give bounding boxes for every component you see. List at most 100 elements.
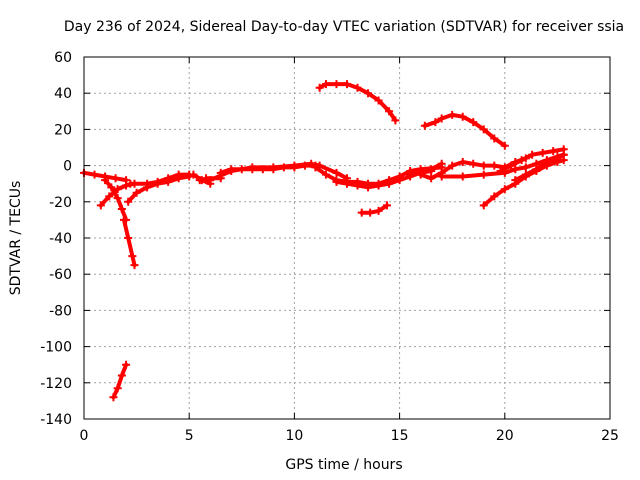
data-point [559,150,568,159]
data-point [206,176,215,185]
series-track-4 [119,215,139,270]
data-point [111,174,120,183]
data-point [458,157,467,166]
data-point [124,234,133,242]
data-point [521,163,530,172]
data-point [258,165,267,174]
data-point [357,208,366,217]
data-point [113,194,122,203]
data-point [521,170,530,179]
y-tick-label: -100 [40,340,72,356]
data-point [343,80,351,89]
data-point [479,161,488,170]
data-point [122,360,131,369]
data-point [113,185,122,194]
x-tick-label: 15 [391,428,409,444]
data-point [500,141,509,150]
data-point [532,165,541,174]
data-point [458,172,467,181]
data-point [130,261,139,270]
data-point [364,89,373,98]
series-line [218,163,318,175]
data-point [431,118,440,127]
data-point [437,114,446,123]
series-track-20 [496,145,568,176]
y-tick-label: -20 [49,195,72,211]
data-point [109,393,118,402]
series-track-14 [357,201,391,217]
data-point [385,107,394,116]
y-tick-label: 20 [54,122,72,138]
data-series [80,80,568,402]
data-point [248,165,257,174]
data-point [479,201,488,210]
data-point [227,165,236,174]
data-point [366,208,375,217]
x-tick-label: 0 [80,428,89,444]
data-point [511,176,520,185]
data-point [311,163,320,172]
data-point [490,192,499,201]
data-point [269,165,278,174]
data-point [364,183,373,192]
data-point [479,125,488,134]
data-point [321,170,330,179]
chart-title: Day 236 of 2024, Sidereal Day-to-day VTE… [64,19,624,35]
data-point [391,116,400,125]
data-point [119,215,128,224]
data-point [420,121,429,130]
data-point [507,161,516,170]
data-point [437,159,446,168]
data-point [427,165,436,174]
data-point [353,83,362,92]
data-point [195,176,204,185]
data-point [448,161,457,170]
x-tick-label: 5 [185,428,194,444]
data-point [96,201,105,210]
data-point [374,96,383,105]
y-tick-label: -60 [49,267,72,283]
series-line [422,112,507,148]
y-axis-ticks: 60 40 20 0 -20 -40 -60 -80 -100 -120 -140 [40,50,610,428]
data-point [479,170,488,179]
data-point [332,80,341,89]
data-point [290,163,299,172]
data-point [237,165,246,174]
y-tick-label: -40 [49,231,72,247]
plot-frame [83,56,611,420]
data-point [448,110,457,119]
data-point [321,80,330,89]
y-tick-label: 60 [54,50,72,66]
y-tick-label: -80 [49,303,72,319]
series-track-13 [315,80,400,125]
data-point [437,172,446,181]
x-tick-label: 25 [601,428,619,444]
data-point [469,118,478,127]
data-point [128,252,137,261]
x-axis-label: GPS time / hours [285,457,402,473]
data-point [549,147,558,156]
data-point [353,181,362,190]
y-tick-label: -140 [40,412,72,428]
data-point [126,179,135,188]
data-point [189,170,198,179]
data-point [511,165,520,174]
data-point [153,177,162,186]
data-point [528,150,537,159]
data-point [107,183,116,192]
data-point [216,168,225,177]
data-point [553,154,562,163]
y-tick-label: 40 [54,86,72,102]
data-point [542,157,551,166]
series-track-15 [420,110,509,150]
series-track-10 [216,161,320,177]
data-point [132,188,141,197]
data-point [416,168,425,177]
data-point [117,205,126,214]
data-point [385,179,394,188]
data-point [332,177,341,186]
data-point [496,167,505,176]
series-track-7 [126,170,194,188]
data-point [458,112,467,121]
series-line [359,203,389,215]
